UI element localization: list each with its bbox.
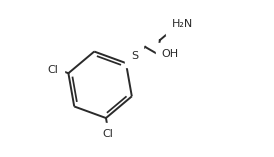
- Text: Cl: Cl: [48, 65, 59, 75]
- Text: Cl: Cl: [102, 129, 113, 139]
- Text: OH: OH: [161, 49, 178, 59]
- Text: H₂N: H₂N: [172, 19, 193, 29]
- Text: S: S: [131, 51, 138, 61]
